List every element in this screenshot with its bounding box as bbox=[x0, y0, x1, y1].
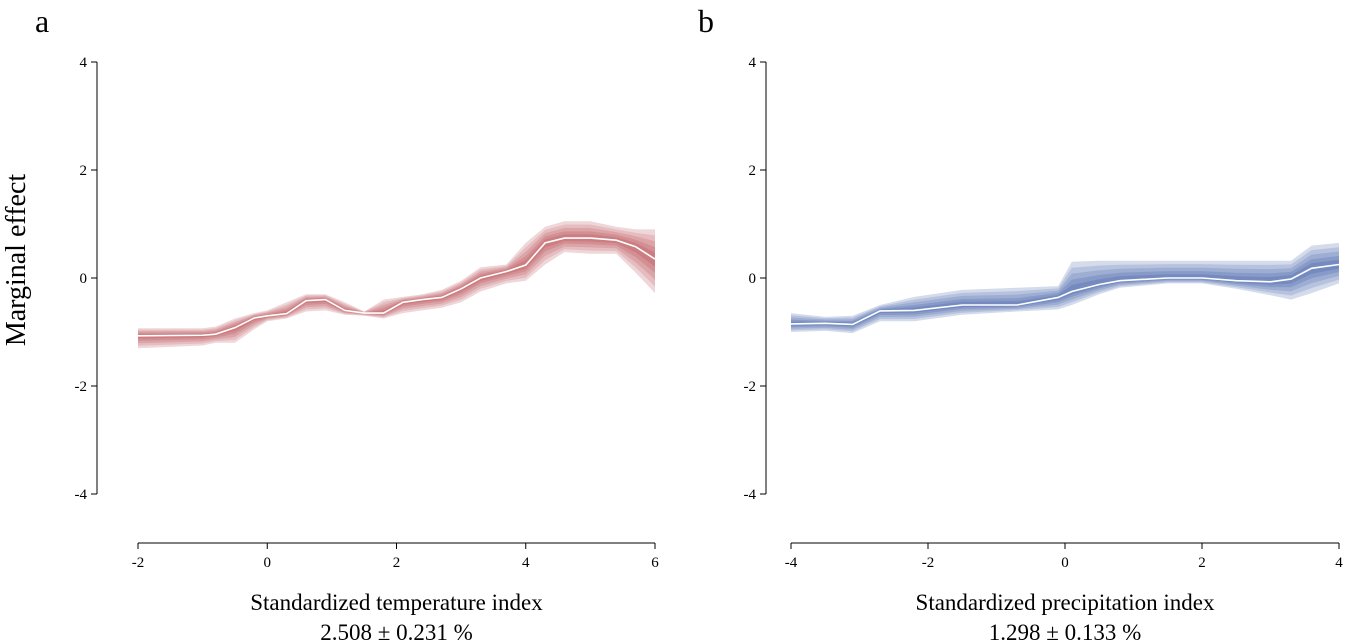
x-tick-label: -2 bbox=[132, 555, 145, 571]
confidence-band bbox=[791, 242, 1339, 334]
confidence-band bbox=[138, 234, 655, 339]
confidence-band bbox=[138, 227, 655, 344]
panel-a: a -4 -2 0 2 4 -2 0 2 4 6 Standardized temperature i… bbox=[35, 3, 659, 644]
effect-annotation: 1.298 ± 0.133 % bbox=[989, 620, 1142, 644]
x-tick-label: 2 bbox=[393, 555, 401, 571]
y-tick-label: -4 bbox=[744, 487, 757, 503]
y-tick-label: 2 bbox=[749, 163, 757, 179]
x-tick-label: -2 bbox=[922, 555, 935, 571]
y-axis-label: Marginal effect bbox=[1, 174, 32, 347]
panel-label: b bbox=[698, 3, 714, 39]
mean-effect-line bbox=[790, 263, 1340, 326]
y-tick-label: -2 bbox=[75, 379, 88, 395]
x-tick-label: -4 bbox=[785, 555, 798, 571]
x-axis-label: Standardized temperature index bbox=[250, 590, 543, 615]
y-tick-label: 0 bbox=[80, 271, 88, 287]
x-tick-label: 4 bbox=[522, 555, 530, 571]
confidence-band bbox=[791, 259, 1339, 327]
effect-annotation: 2.508 ± 0.231 % bbox=[320, 620, 473, 644]
x-tick-label: 4 bbox=[1335, 555, 1343, 571]
y-tick-label: 4 bbox=[749, 55, 757, 71]
y-tick-label: 2 bbox=[80, 163, 88, 179]
confidence-band bbox=[791, 251, 1339, 330]
y-tick-label: -2 bbox=[744, 379, 757, 395]
y-tick-label: 4 bbox=[80, 55, 88, 71]
panel-label: a bbox=[35, 3, 49, 39]
y-tick-label: -4 bbox=[75, 487, 88, 503]
x-tick-label: 6 bbox=[651, 555, 659, 571]
x-axis-label: Standardized precipitation index bbox=[916, 590, 1215, 615]
panel-b: b -4 -2 0 2 4 -4 -2 0 2 4 Standardized precipitatio… bbox=[698, 3, 1343, 644]
x-tick-label: 2 bbox=[1198, 555, 1206, 571]
y-tick-label: 0 bbox=[749, 271, 757, 287]
confidence-band bbox=[791, 247, 1339, 332]
mean-effect-line bbox=[137, 237, 656, 337]
confidence-band bbox=[138, 231, 655, 341]
x-tick-label: 0 bbox=[264, 555, 272, 571]
confidence-band bbox=[791, 255, 1339, 328]
x-tick-label: 0 bbox=[1061, 555, 1069, 571]
